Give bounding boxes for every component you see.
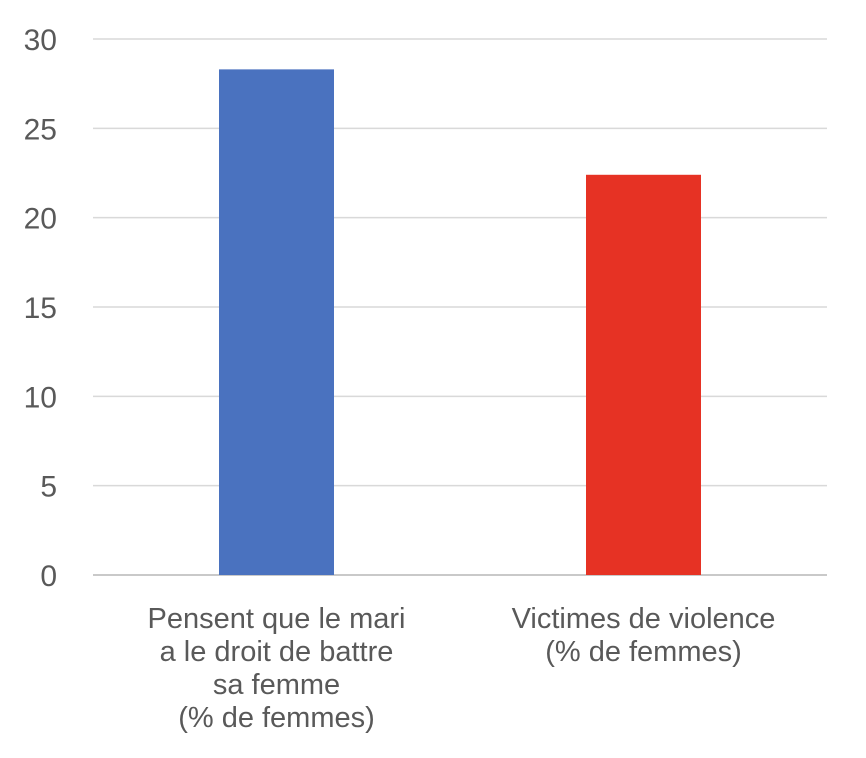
y-tick-label-15: 15 (24, 292, 57, 325)
y-tick-label-25: 25 (24, 113, 57, 146)
bars (219, 69, 701, 575)
y-axis-tick-labels: 0 5 10 15 20 25 30 (24, 24, 57, 593)
bar-2 (586, 174, 701, 575)
category-label-1: Pensent que le mari a le droit de battre s… (148, 603, 406, 734)
y-tick-label-0: 0 (40, 560, 57, 593)
y-tick-label-30: 30 (24, 24, 57, 57)
bar-1 (219, 69, 334, 575)
category-label-2: Victimes de violence (% de femmes) (512, 603, 776, 668)
y-tick-label-5: 5 (40, 471, 57, 504)
gridlines (93, 38, 827, 576)
y-tick-label-10: 10 (24, 381, 57, 414)
y-tick-label-20: 20 (24, 203, 57, 236)
x-axis-category-labels: Pensent que le mari a le droit de battre s… (148, 603, 776, 734)
